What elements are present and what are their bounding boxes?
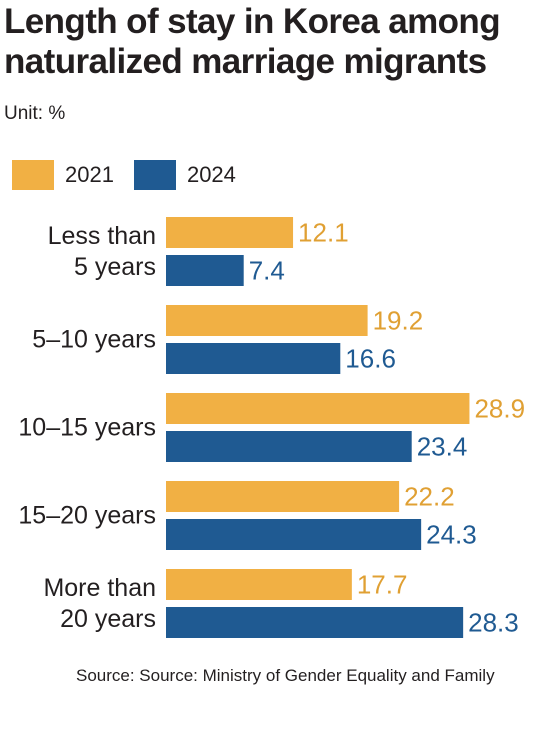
bar-2021 bbox=[166, 305, 368, 336]
value-label-2024: 7.4 bbox=[249, 256, 285, 286]
legend-swatch-2024 bbox=[133, 160, 176, 190]
legend-swatch-2021 bbox=[12, 160, 54, 190]
value-label-2021: 22.2 bbox=[404, 482, 455, 512]
bar-2021 bbox=[166, 481, 400, 512]
chart-title-line-2: naturalized marriage migrants bbox=[4, 42, 487, 81]
bar-2021 bbox=[166, 393, 470, 424]
chart-title-line-1: Length of stay in Korea among bbox=[4, 2, 501, 41]
value-label-2024: 16.6 bbox=[345, 344, 396, 374]
value-label-2024: 28.3 bbox=[468, 608, 519, 638]
legend-label-2024: 2024 bbox=[186, 162, 236, 187]
bar-chart: Less than 5 years 12.1 7.4 5–10 years 19.2 16.… bbox=[18, 217, 525, 638]
value-label-2024: 23.4 bbox=[417, 432, 468, 462]
category-label: 5–10 years bbox=[32, 326, 156, 354]
legend-item-2021: 2021 bbox=[12, 160, 114, 190]
category-label: Less than bbox=[48, 222, 156, 250]
category-label: 10–15 years bbox=[18, 414, 156, 442]
category-label: 5 years bbox=[74, 253, 156, 281]
value-label-2021: 17.7 bbox=[357, 570, 408, 600]
value-label-2024: 24.3 bbox=[426, 520, 477, 550]
bar-2024 bbox=[166, 519, 422, 550]
chart-title: Length of stay in Korea among naturalize… bbox=[4, 2, 554, 82]
bar-2024 bbox=[166, 255, 244, 286]
source-note: Source: Source: Ministry of Gender Equal… bbox=[76, 666, 495, 685]
legend-label-2021: 2021 bbox=[65, 162, 114, 187]
bar-2024 bbox=[166, 607, 464, 638]
chart-legend: 2021 2024 bbox=[12, 160, 256, 190]
value-label-2021: 19.2 bbox=[373, 306, 424, 336]
legend-item-2024: 2024 bbox=[133, 160, 236, 190]
bar-2024 bbox=[166, 343, 341, 374]
value-label-2021: 12.1 bbox=[298, 218, 349, 248]
category-label: 15–20 years bbox=[18, 502, 156, 530]
bar-2024 bbox=[166, 431, 412, 462]
category-label: More than bbox=[43, 574, 156, 602]
category-label: 20 years bbox=[60, 605, 156, 633]
bar-2021 bbox=[166, 569, 352, 600]
value-label-2021: 28.9 bbox=[474, 394, 525, 424]
bar-2021 bbox=[166, 217, 294, 248]
unit-label: Unit: % bbox=[4, 103, 66, 124]
